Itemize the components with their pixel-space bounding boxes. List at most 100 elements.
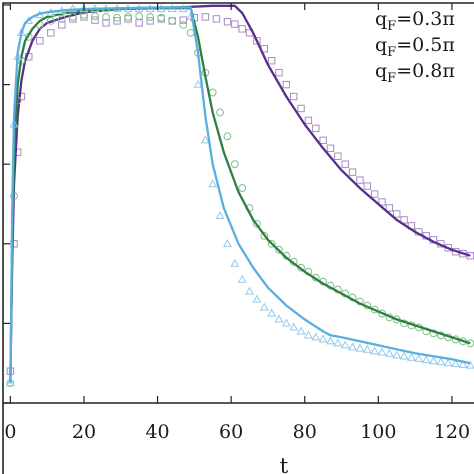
data-point-circle [230, 160, 239, 169]
data-point-square [282, 80, 291, 89]
data-point-triangle [384, 348, 394, 357]
data-point-square [179, 16, 188, 24]
x-tick-label: 40 [145, 421, 169, 443]
data-point-triangle [281, 318, 291, 327]
data-point-square [36, 37, 44, 45]
data-point-square [212, 15, 221, 23]
x-tick-labels: 0 20 40 60 80 100 120 [4, 421, 470, 443]
data-point-triangle [458, 359, 468, 368]
data-point-square [348, 168, 357, 176]
series-line [9, 6, 471, 384]
data-point-triangle [451, 359, 461, 368]
data-point-circle [252, 219, 261, 228]
series-3 [5, 4, 474, 387]
data-point-triangle [296, 326, 306, 335]
data-point-square [146, 17, 154, 25]
data-point-square [378, 198, 386, 206]
data-point-circle [260, 231, 269, 240]
data-point-circle [157, 13, 166, 22]
plot-area [5, 4, 474, 387]
data-point-triangle [259, 302, 269, 311]
data-point-triangle [68, 4, 78, 13]
data-point-square [356, 176, 364, 184]
data-point-square [201, 13, 210, 21]
x-tick-label: 60 [219, 421, 243, 443]
data-point-triangle [230, 258, 240, 267]
data-point-square [363, 182, 371, 190]
data-point-circle [135, 12, 144, 21]
data-point-circle [113, 13, 121, 22]
data-point-triangle [377, 347, 387, 356]
data-point-triangle [370, 346, 380, 355]
data-point-triangle [326, 336, 335, 345]
data-point-triangle [443, 358, 453, 367]
data-point-square [326, 144, 335, 152]
data-point-square [289, 92, 298, 101]
data-point-square [297, 104, 305, 113]
data-point-triangle [465, 360, 474, 369]
x-tick-label: 120 [434, 421, 470, 443]
data-point-square [400, 216, 408, 224]
data-point-square [304, 116, 313, 125]
data-point-circle [208, 88, 217, 97]
data-point-triangle [5, 378, 15, 387]
data-point-square [58, 21, 66, 29]
x-tick-label: 100 [360, 421, 396, 443]
data-point-triangle [392, 350, 402, 359]
data-point-square [370, 190, 379, 198]
x-tick-label: 80 [293, 421, 317, 443]
x-tick-label: 0 [4, 421, 16, 443]
data-point-circle [186, 28, 195, 37]
data-point-triangle [399, 351, 409, 360]
legend-entry-1: qF=0.3π [375, 8, 455, 34]
data-point-square [102, 19, 110, 27]
data-point-square [385, 204, 394, 212]
data-point-circle [102, 13, 110, 21]
data-point-triangle [333, 338, 343, 347]
data-point-square [267, 57, 276, 65]
data-point-square [238, 25, 246, 33]
data-point-triangle [362, 344, 372, 353]
data-point-triangle [215, 211, 225, 220]
series-line [9, 4, 471, 376]
data-point-circle [57, 15, 66, 23]
data-point-triangle [223, 238, 232, 247]
data-point-circle [168, 17, 177, 25]
x-tick-label: 20 [72, 421, 96, 443]
data-point-circle [179, 20, 188, 29]
data-point-triangle [200, 135, 210, 144]
data-point-triangle [436, 357, 446, 366]
data-point-triangle [274, 314, 284, 323]
data-point-square [135, 19, 143, 27]
data-point-triangle [289, 322, 299, 331]
data-point-square [47, 29, 55, 37]
data-point-circle [223, 132, 232, 141]
data-point-triangle [311, 332, 321, 341]
data-point-triangle [208, 179, 218, 188]
data-point-square [113, 17, 121, 25]
legend-entry-2: qF=0.5π [375, 34, 455, 60]
data-point-square [253, 37, 261, 45]
data-point-square [91, 16, 99, 24]
data-point-circle [91, 12, 99, 21]
data-point-triangle [406, 352, 416, 361]
data-point-square [319, 136, 327, 145]
data-point-triangle [252, 294, 262, 303]
data-point-circle [238, 184, 247, 192]
data-point-triangle [193, 79, 203, 88]
legend-entry-3: qF=0.8π [375, 60, 455, 86]
data-point-triangle [237, 274, 247, 283]
data-point-triangle [267, 308, 277, 317]
data-point-square [231, 20, 239, 28]
data-point-circle [69, 13, 77, 21]
data-point-circle [275, 245, 283, 254]
series-line [9, 7, 471, 384]
data-point-triangle [318, 334, 328, 343]
data-point-square [334, 152, 342, 160]
data-point-square [312, 124, 320, 133]
data-point-square [275, 68, 283, 77]
